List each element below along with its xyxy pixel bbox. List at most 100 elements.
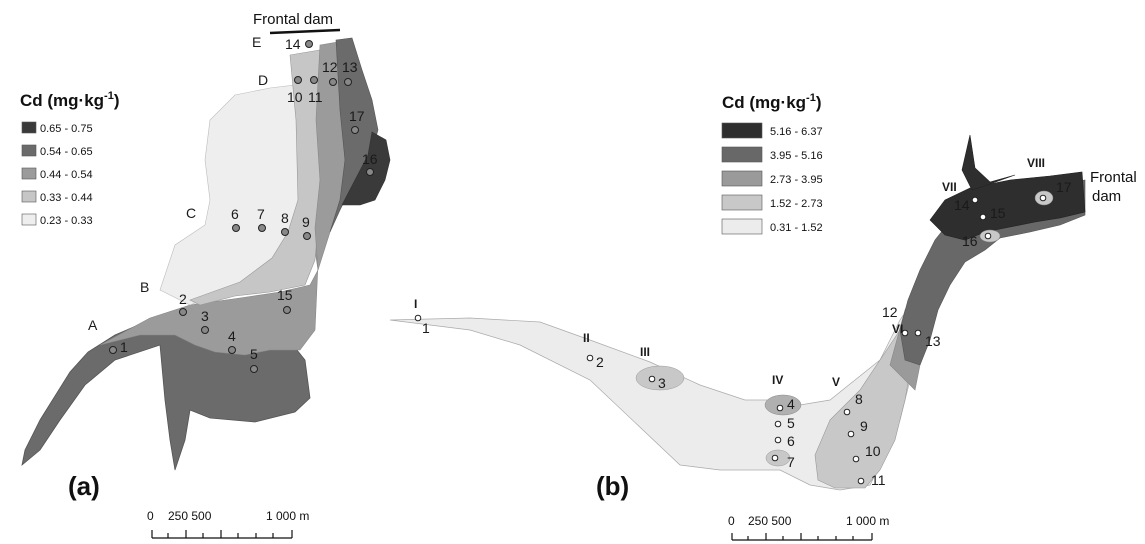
- site-a-3: [201, 326, 209, 334]
- panel-b-legend-label-3: 2.73 - 3.95: [770, 174, 823, 186]
- zone-label-a: A: [88, 317, 98, 333]
- site-a-5-label: 5: [250, 346, 258, 362]
- panel-b-scale-end: 1 000 m: [846, 514, 889, 528]
- section-label-vi: VI: [892, 322, 903, 336]
- site-b-7: [771, 454, 779, 462]
- panel-a-legend-swatch-3: [21, 167, 37, 180]
- panel-a-legend-label-3: 0.44 - 0.54: [40, 169, 93, 181]
- site-b-15: [979, 213, 987, 221]
- site-a-16-label: 16: [362, 151, 378, 167]
- site-b-16: [984, 232, 992, 240]
- site-b-4: [776, 404, 784, 412]
- panel-b-legend: Cd (mg·kg-1) 5.16 - 6.37 3.95 - 5.16 2.7…: [721, 92, 823, 235]
- site-a-13-label: 13: [342, 59, 358, 75]
- site-a-15: [283, 306, 291, 314]
- panel-b-legend-label-2: 3.95 - 5.16: [770, 150, 823, 162]
- site-a-13: [344, 78, 352, 86]
- zone-label-c: C: [186, 205, 196, 221]
- panel-b-legend-swatch-1: [721, 122, 763, 139]
- site-b-4-label: 4: [787, 396, 795, 412]
- panel-b-dam-label-line2: dam: [1092, 188, 1121, 205]
- site-a-9-label: 9: [302, 214, 310, 230]
- site-a-5: [250, 365, 258, 373]
- section-label-v: V: [832, 375, 840, 389]
- panel-a-zone-0.44-0.54: [99, 219, 321, 356]
- section-label-ii: II: [583, 331, 590, 345]
- site-b-9: [847, 430, 855, 438]
- site-a-16: [366, 168, 374, 176]
- site-b-13: [914, 329, 922, 337]
- site-b-11: [857, 477, 865, 485]
- panel-a-scale-0: 0: [147, 509, 154, 523]
- site-b-1-label: 1: [422, 320, 430, 336]
- site-a-10-label: 10: [287, 89, 303, 105]
- panel-a-dam-label: Frontal dam: [253, 11, 333, 28]
- panel-b-inlet: [961, 134, 1016, 191]
- site-a-1: [109, 346, 117, 354]
- panel-a-scale-mid: 250 500: [168, 509, 212, 523]
- panel-a-legend-title: Cd (mg·kg-1): [20, 90, 120, 110]
- site-b-5: [774, 420, 782, 428]
- site-a-17-label: 17: [349, 108, 365, 124]
- panel-a-scale-bar: 0 250 500 1 000 m: [147, 509, 309, 539]
- site-a-11: [310, 76, 318, 84]
- panel-b-legend-label-5: 0.31 - 1.52: [770, 222, 823, 234]
- panel-a-zone-0.65-0.75: [341, 131, 391, 206]
- panel-b-label: (b): [596, 471, 629, 501]
- panel-a-legend: Cd (mg·kg-1) 0.65 - 0.75 0.54 - 0.65 0.4…: [20, 90, 120, 227]
- site-b-1: [414, 314, 422, 322]
- site-a-12: [329, 78, 337, 86]
- site-b-10-label: 10: [865, 443, 881, 459]
- panel-a-legend-swatch-1: [21, 121, 37, 134]
- site-a-2-label: 2: [179, 291, 187, 307]
- panel-b-zone-1.52-2.73: [814, 329, 913, 489]
- section-label-viii: VIII: [1027, 156, 1045, 170]
- site-b-6-label: 6: [787, 433, 795, 449]
- site-b-11-label: 11: [871, 472, 886, 488]
- section-label-iv: IV: [772, 373, 783, 387]
- site-a-6: [232, 224, 240, 232]
- panel-a-dam-line: [269, 28, 341, 35]
- site-a-8: [281, 228, 289, 236]
- zone-label-b: B: [140, 279, 149, 295]
- site-b-15-label: 15: [990, 205, 1006, 221]
- site-a-10: [294, 76, 302, 84]
- panel-b-sites: [414, 194, 1047, 485]
- site-a-14-label: 14: [285, 36, 301, 52]
- site-a-7-label: 7: [257, 206, 265, 222]
- panel-a-label: (a): [68, 471, 100, 501]
- panel-b-legend-title: Cd (mg·kg-1): [722, 92, 822, 112]
- panel-a-scale-end: 1 000 m: [266, 509, 309, 523]
- site-a-9: [303, 232, 311, 240]
- panel-a-site-labels: 1 2 3 4 5 6 7 8 9 10 11 12 13 14 15 16 1…: [120, 36, 378, 362]
- site-a-2: [179, 308, 187, 316]
- site-a-14: [305, 40, 313, 48]
- panel-a-legend-label-4: 0.33 - 0.44: [40, 192, 93, 204]
- site-b-5-label: 5: [787, 415, 795, 431]
- panel-a-legend-swatch-4: [21, 190, 37, 203]
- site-a-11-label: 11: [308, 89, 323, 105]
- panel-a-legend-swatch-2: [21, 144, 37, 157]
- site-a-8-label: 8: [281, 210, 289, 226]
- panel-b-legend-swatch-2: [721, 146, 763, 163]
- panel-a-legend-label-2: 0.54 - 0.65: [40, 146, 93, 158]
- site-b-12-label: 12: [882, 304, 898, 320]
- site-b-16-label: 16: [962, 233, 978, 249]
- panel-b-site-labels: 1 2 3 4 5 6 7 8 9 10 11 12 13 14 15 16 1…: [422, 179, 1072, 488]
- panel-b-legend-swatch-3: [721, 170, 763, 187]
- site-b-2-label: 2: [596, 354, 604, 370]
- section-label-vii: VII: [942, 180, 957, 194]
- site-a-15-label: 15: [277, 287, 293, 303]
- site-a-1-label: 1: [120, 339, 128, 355]
- panel-a-legend-swatch-5: [21, 213, 37, 226]
- panel-b-scale-bar: 0 250 500 1 000 m: [728, 514, 889, 541]
- site-b-17-label: 17: [1056, 179, 1072, 195]
- site-b-8: [843, 408, 851, 416]
- site-a-12-label: 12: [322, 59, 338, 75]
- panel-a: Frontal dam A B C D E 1: [20, 11, 391, 539]
- panel-b-legend-swatch-5: [721, 218, 763, 235]
- panel-b: Frontal dam I II III IV V VI VII VIII: [389, 92, 1137, 541]
- site-b-9-label: 9: [860, 418, 868, 434]
- zone-label-d: D: [258, 72, 268, 88]
- site-a-6-label: 6: [231, 206, 239, 222]
